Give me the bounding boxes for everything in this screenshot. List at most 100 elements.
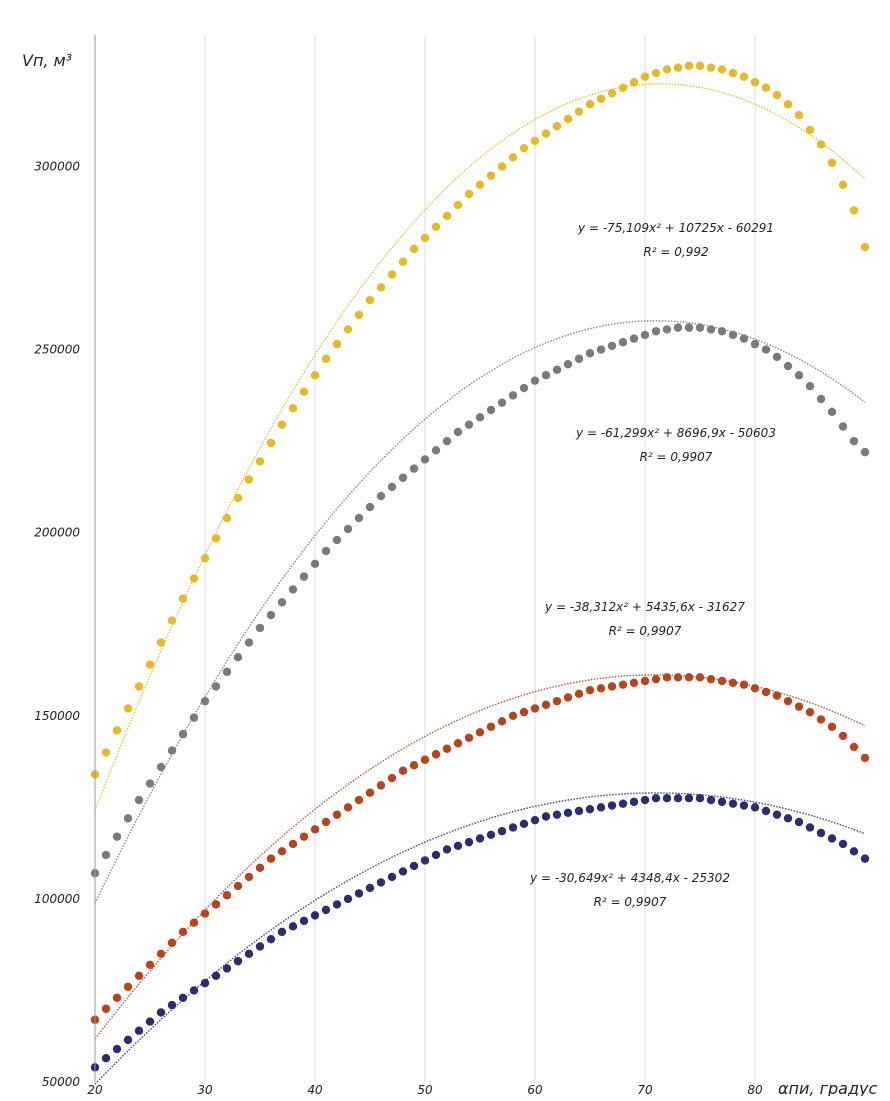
data-point	[695, 793, 705, 803]
data-point	[728, 68, 738, 78]
data-point	[112, 832, 122, 841]
equation-label: y = -30,649x² + 4348,4x - 25302	[529, 871, 730, 885]
data-point	[739, 334, 749, 343]
data-point	[233, 653, 243, 662]
data-point	[541, 129, 551, 138]
data-point	[156, 638, 166, 647]
y-tick-label: 50000	[42, 1075, 81, 1089]
data-point	[420, 856, 430, 865]
data-point	[497, 717, 507, 726]
data-point	[321, 546, 331, 556]
data-point	[816, 715, 826, 724]
data-point	[662, 793, 672, 803]
data-point	[574, 107, 584, 116]
data-point	[156, 762, 166, 772]
data-point	[167, 616, 177, 625]
data-point	[321, 354, 331, 363]
data-point	[827, 158, 837, 168]
x-tick-label: 80	[747, 1083, 763, 1096]
data-point	[651, 68, 661, 78]
data-point	[134, 795, 144, 805]
data-point	[508, 711, 518, 720]
data-point	[112, 1044, 122, 1054]
trendline	[94, 83, 866, 811]
data-point	[519, 143, 529, 153]
data-point	[134, 682, 144, 691]
data-point	[640, 72, 650, 81]
data-point	[695, 61, 705, 70]
data-point	[662, 65, 672, 74]
data-point	[497, 826, 507, 836]
data-point	[607, 801, 617, 810]
grid-layer	[204, 35, 756, 1082]
data-point	[640, 676, 650, 686]
data-point	[112, 726, 122, 735]
data-point	[497, 162, 507, 171]
data-point	[662, 325, 672, 334]
data-point	[838, 422, 848, 431]
point-layer	[90, 61, 870, 1072]
data-point	[629, 797, 639, 807]
data-point	[266, 934, 276, 944]
data-point	[838, 731, 848, 741]
data-point	[585, 100, 595, 109]
data-point	[827, 834, 837, 843]
data-point	[376, 491, 386, 501]
x-tick-label: 60	[527, 1083, 543, 1096]
data-point	[376, 283, 386, 292]
data-point	[508, 153, 518, 162]
data-point	[123, 1035, 133, 1045]
data-point	[739, 801, 749, 810]
data-point	[222, 667, 232, 677]
data-point	[167, 938, 177, 948]
data-point	[486, 171, 496, 180]
data-point	[321, 905, 331, 915]
data-point	[794, 371, 804, 380]
r2-label: R² = 0,992	[643, 245, 708, 259]
y-tick-label: 300000	[34, 159, 80, 173]
data-point	[189, 574, 199, 583]
trendline	[94, 674, 866, 1040]
data-point	[585, 804, 595, 814]
data-point	[343, 803, 353, 812]
data-point	[585, 685, 595, 695]
data-point	[134, 1026, 144, 1035]
data-point	[431, 222, 441, 232]
data-point	[387, 482, 397, 492]
data-point	[761, 687, 771, 697]
data-point	[618, 799, 628, 808]
data-point	[288, 403, 298, 413]
data-point	[101, 850, 111, 860]
data-point	[101, 748, 111, 757]
data-point	[409, 244, 419, 254]
data-point	[244, 475, 254, 484]
data-point	[442, 436, 452, 446]
data-point	[629, 334, 639, 343]
trendline	[94, 792, 866, 1085]
data-point	[189, 713, 199, 722]
data-point	[761, 83, 771, 92]
data-point	[310, 371, 320, 380]
data-point	[750, 339, 760, 349]
data-point	[563, 114, 573, 124]
data-point	[475, 413, 485, 422]
data-point	[673, 673, 683, 682]
data-point	[849, 436, 859, 446]
data-point	[640, 795, 650, 805]
data-point	[816, 140, 826, 149]
data-point	[750, 78, 760, 87]
data-point	[376, 781, 386, 790]
data-point	[651, 327, 661, 336]
data-point	[288, 585, 298, 594]
data-point	[574, 354, 584, 363]
data-point	[464, 837, 474, 847]
data-point	[288, 922, 298, 931]
data-point	[596, 684, 606, 693]
data-point	[662, 673, 672, 682]
data-point	[673, 793, 683, 803]
data-point	[717, 327, 727, 336]
data-point	[464, 733, 474, 742]
data-point	[838, 839, 848, 849]
data-point	[101, 1004, 111, 1013]
